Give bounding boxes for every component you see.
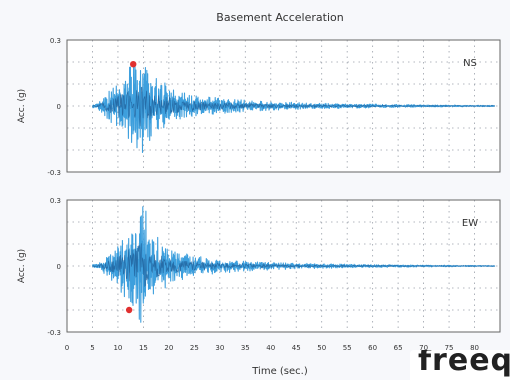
chart-title: Basement Acceleration: [216, 11, 343, 24]
x-tick-label: 0: [65, 344, 69, 352]
x-tick-label: 30: [215, 344, 224, 352]
x-tick-label: 70: [419, 344, 428, 352]
y-axis-label: Acc. (g): [17, 249, 27, 283]
panel-ns: 0.3 0 -0.3 Acc. (g) NS: [17, 37, 501, 177]
peak-marker-ns: [130, 60, 137, 68]
x-tick-label: 55: [343, 344, 352, 352]
x-axis: 0 5 10 15 20 25 30 35 40 45 50 55 60 65 70 75 80: [65, 344, 479, 352]
watermark-logo: freeq: [410, 350, 510, 380]
y-tick-label: 0: [57, 103, 61, 111]
x-tick-label: 35: [241, 344, 250, 352]
watermark-text: freeq: [418, 350, 510, 378]
plot-frame: [66, 39, 501, 173]
x-tick-label: 60: [368, 344, 377, 352]
x-tick-label: 45: [292, 344, 301, 352]
peak-marker-ew: [125, 306, 133, 314]
x-tick-label: 5: [90, 344, 94, 352]
x-tick-label: 80: [470, 344, 479, 352]
acceleration-trace-core-ns: [92, 86, 495, 127]
panel-label-ns: NS: [463, 58, 477, 69]
panel-label-ew: EW: [462, 218, 478, 229]
x-axis-label: Time (sec.): [251, 366, 308, 377]
x-tick-label: 25: [190, 344, 199, 352]
y-axis-label: Acc. (g): [17, 89, 27, 123]
y-tick-label: -0.3: [47, 329, 61, 337]
acceleration-trace-core-ew: [92, 243, 496, 288]
x-tick-label: 40: [266, 344, 275, 352]
x-tick-label: 50: [317, 344, 326, 352]
plot-frame: [66, 199, 501, 333]
y-tick-label: 0: [57, 263, 61, 271]
y-tick-label: 0.3: [50, 37, 61, 45]
y-tick-label: 0.3: [50, 197, 61, 205]
x-tick-label: 15: [139, 344, 148, 352]
panel-ew: 0.3 0 -0.3 Acc. (g) EW: [17, 197, 501, 337]
y-tick-label: -0.3: [47, 169, 61, 177]
x-tick-label: 10: [113, 344, 122, 352]
x-tick-label: 65: [394, 344, 403, 352]
x-tick-label: 75: [445, 344, 454, 352]
x-tick-label: 20: [164, 344, 173, 352]
